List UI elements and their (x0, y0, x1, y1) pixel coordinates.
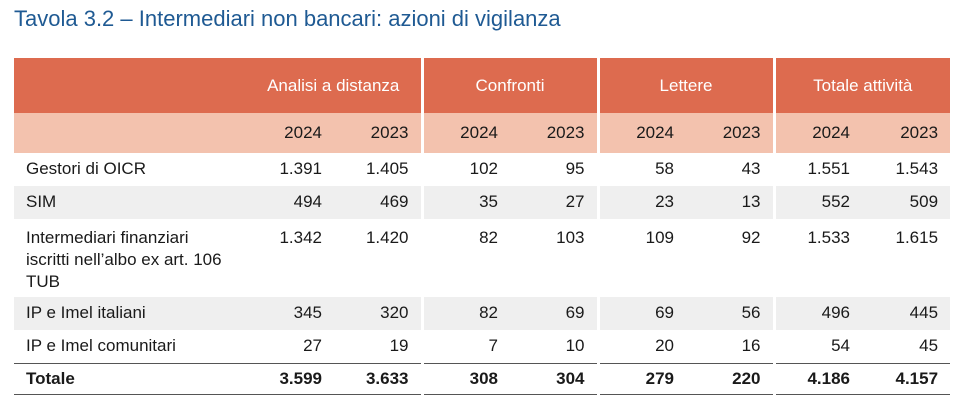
total-cell: 308 (420, 362, 510, 395)
total-cell: 220 (686, 362, 775, 395)
table-cell: 13 (686, 186, 775, 219)
group-header-row: Analisi a distanza Confronti Lettere Tot… (14, 58, 951, 113)
total-cell: 4.186 (772, 362, 863, 395)
table-cell: 35 (420, 186, 510, 219)
supervision-table: Analisi a distanza Confronti Lettere Tot… (14, 58, 951, 395)
table-cell: 7 (420, 330, 510, 363)
year-header: 2024 (246, 113, 334, 153)
year-header-row: 2024 2023 2024 2023 2024 2023 2024 2023 (14, 113, 951, 153)
table-cell: 1.543 (895, 159, 939, 178)
table-cell: 1.420 (365, 228, 409, 247)
row-label: IP e Imel italiani (14, 297, 246, 330)
table-cell: 320 (334, 297, 422, 330)
table-cell: 54 (772, 330, 863, 363)
year-header: 2024 (420, 113, 510, 153)
year-header: 2023 (510, 113, 599, 153)
table-cell: 56 (686, 297, 775, 330)
page-title: Tavola 3.2 – Intermediari non bancari: a… (14, 6, 561, 31)
year-header: 2024 (772, 113, 863, 153)
table-cell: 82 (420, 297, 510, 330)
table-cell: 496 (772, 297, 863, 330)
table-cell: 58 (596, 153, 687, 186)
table-cell: 494 (246, 186, 334, 219)
year-header: 2023 (686, 113, 775, 153)
table-cell: 23 (596, 186, 687, 219)
table-cell: 92 (741, 228, 761, 247)
table-cell: 69 (596, 297, 687, 330)
table-row: IP e Imel comunitari 27 19 7 10 20 16 54… (14, 330, 950, 363)
total-cell: 4.157 (862, 362, 951, 395)
table-cell: 1.405 (365, 159, 409, 178)
table-row: IP e Imel italiani 345 320 82 69 69 56 4… (14, 297, 951, 330)
table-cell: 1.551 (772, 153, 863, 186)
table-cell: 445 (862, 297, 951, 330)
total-row: Totale 3.599 3.633 308 304 279 220 4.186… (14, 362, 951, 395)
group-header-confronti: Confronti (420, 58, 599, 113)
table-cell: 10 (565, 336, 585, 355)
header-corner-sub (14, 113, 246, 153)
table-cell: 469 (334, 186, 422, 219)
table-cell: 27 (510, 186, 599, 219)
year-header: 2023 (862, 113, 951, 153)
table-row: SIM 494 469 35 27 23 13 552 509 (14, 186, 951, 219)
table-cell: 16 (741, 336, 761, 355)
table-row: Gestori di OICR 1.391 1.405 102 95 58 43… (14, 153, 950, 186)
table-cell: 1.391 (279, 159, 322, 178)
table-cell: 1.615 (895, 228, 939, 247)
total-cell: 279 (596, 362, 687, 395)
total-cell: 3.633 (334, 362, 422, 395)
table-cell: 82 (420, 219, 510, 297)
table-cell: 20 (596, 330, 687, 363)
table-cell: 103 (556, 228, 585, 247)
table-cell: 509 (862, 186, 951, 219)
table-cell: 1.533 (772, 219, 863, 297)
total-label: Totale (14, 362, 246, 395)
table-cell: 69 (510, 297, 599, 330)
table-cell: 109 (596, 219, 687, 297)
table-cell: 27 (303, 336, 322, 355)
year-header: 2023 (334, 113, 422, 153)
row-label: IP e Imel comunitari (26, 336, 176, 355)
row-label: Gestori di OICR (26, 159, 146, 178)
table-cell: 43 (741, 159, 761, 178)
group-header-analisi: Analisi a distanza (246, 58, 422, 113)
row-label: SIM (14, 186, 246, 219)
table-cell: 1.342 (279, 228, 322, 247)
row-label: Intermediari finanziari iscritti nell’al… (26, 228, 222, 291)
table-cell: 19 (389, 336, 409, 355)
table-row: Intermediari finanziari iscritti nell’al… (14, 219, 950, 297)
group-header-totale: Totale attività (772, 58, 951, 113)
header-corner (14, 58, 246, 113)
table-cell: 345 (246, 297, 334, 330)
group-header-lettere: Lettere (596, 58, 775, 113)
table-cell: 95 (565, 159, 585, 178)
total-cell: 304 (510, 362, 599, 395)
table-cell: 45 (919, 336, 939, 355)
total-cell: 3.599 (246, 362, 334, 395)
table-cell: 102 (420, 153, 510, 186)
year-header: 2024 (596, 113, 687, 153)
table-cell: 552 (772, 186, 863, 219)
